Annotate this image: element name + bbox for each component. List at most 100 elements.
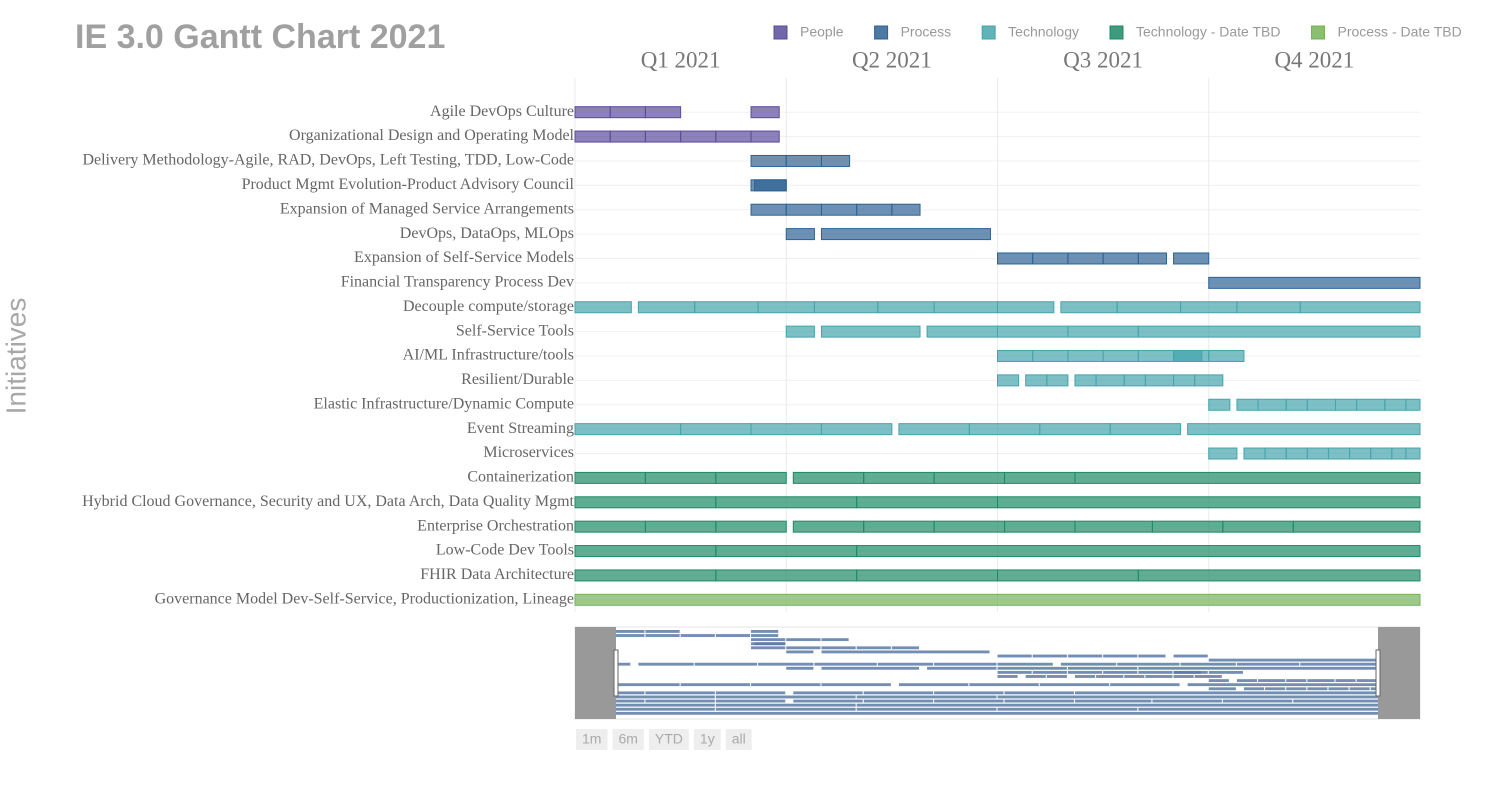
range-button[interactable] <box>648 729 689 750</box>
task-label: Enterprise Orchestration <box>417 517 574 534</box>
range-slider-bar <box>715 699 786 703</box>
range-mask-right <box>1378 627 1420 719</box>
range-button[interactable] <box>612 729 644 750</box>
gantt-bar <box>856 203 893 216</box>
task-label: Governance Model Dev-Self-Service, Produ… <box>155 590 574 607</box>
range-slider-bar <box>969 683 1039 687</box>
gantt-bar <box>750 130 780 143</box>
range-handle-right[interactable] <box>1375 649 1381 697</box>
range-slider-bar <box>1222 699 1293 703</box>
range-slider-bar <box>645 691 715 695</box>
range-slider-bar <box>1046 675 1067 678</box>
gantt-bar <box>750 423 822 436</box>
range-slider-bar <box>1074 691 1419 695</box>
task-label: Delivery Methodology-Agile, RAD, DevOps,… <box>82 152 574 169</box>
range-slider-bar <box>1103 654 1138 658</box>
range-slider-bar <box>1032 654 1067 658</box>
gantt-bar <box>715 520 787 533</box>
range-button[interactable] <box>693 729 721 750</box>
task-label: FHIR Data Architecture <box>420 566 574 583</box>
range-button-label[interactable]: all <box>732 731 746 747</box>
gantt-bar <box>644 471 717 484</box>
range-slider-bar <box>821 666 920 670</box>
gantt-bar <box>1335 398 1358 411</box>
legend-label[interactable]: Technology <box>1008 24 1079 40</box>
gantt-bar <box>574 301 632 314</box>
legend-label[interactable]: Technology - Date TBD <box>1136 24 1280 40</box>
range-button-label[interactable]: 1y <box>700 731 715 747</box>
range-button-label[interactable]: 1m <box>582 731 601 747</box>
range-slider-bar <box>856 695 997 699</box>
gantt-bar <box>1137 252 1168 265</box>
gantt-bar <box>968 423 1041 436</box>
gantt-bar <box>785 203 822 216</box>
range-slider-bar <box>1236 679 1258 683</box>
gantt-bar <box>609 106 646 119</box>
range-button-label[interactable]: 6m <box>618 731 637 747</box>
gantt-bar <box>997 301 1055 314</box>
range-slider-bar <box>1356 679 1384 683</box>
task-label: AI/ML Infrastructure/tools <box>403 347 574 364</box>
range-slider-bar <box>793 691 863 695</box>
gantt-bar <box>1243 447 1266 460</box>
legend-label[interactable]: Process - Date TBD <box>1337 24 1461 40</box>
task-label: Event Streaming <box>467 420 574 437</box>
legend-swatch[interactable] <box>981 25 996 40</box>
range-slider-bar <box>821 638 849 642</box>
x-tick-label: Q2 2021 <box>852 47 932 72</box>
range-slider-bar <box>1124 675 1145 678</box>
gantt-bar <box>1137 325 1421 338</box>
range-slider-bar <box>1138 666 1419 670</box>
gantt-bar <box>1173 252 1210 265</box>
range-button-label[interactable]: YTD <box>655 731 683 747</box>
gantt-bar <box>877 301 935 314</box>
gantt-bar <box>574 545 717 558</box>
gantt-bar <box>1405 447 1421 460</box>
gantt-bar <box>1285 398 1308 411</box>
range-slider-bar <box>1117 662 1180 666</box>
gantt-bar <box>1285 447 1308 460</box>
range-slider-bar <box>997 662 1053 666</box>
gantt-bar <box>1208 398 1231 411</box>
gantt-bar <box>609 130 646 143</box>
gantt-bar <box>1222 520 1294 533</box>
range-slider-bar <box>1187 683 1419 687</box>
gantt-bar <box>574 496 717 509</box>
gantt-bar <box>785 325 815 338</box>
range-slider-bar <box>898 683 969 687</box>
range-slider-bar <box>856 707 997 711</box>
gantt-bar <box>644 106 682 119</box>
range-slider-bar <box>751 630 779 633</box>
gantt-bar <box>757 301 815 314</box>
gantt-bar <box>891 203 921 216</box>
range-button[interactable] <box>725 729 752 750</box>
x-tick-label: Q1 2021 <box>641 47 721 72</box>
range-slider-bar <box>997 666 1067 670</box>
range-slider-bar <box>1067 670 1103 674</box>
gantt-bar <box>680 130 717 143</box>
legend-swatch[interactable] <box>874 25 889 40</box>
task-label: Agile DevOps Culture <box>430 103 574 120</box>
range-slider-bar <box>821 650 990 654</box>
legend-swatch[interactable] <box>1310 25 1325 40</box>
task-label: DevOps, DataOps, MLOps <box>400 225 574 242</box>
range-button[interactable] <box>576 729 608 750</box>
gantt-bar <box>1173 374 1196 387</box>
legend-swatch[interactable] <box>1109 25 1124 40</box>
range-slider-bar <box>793 699 863 703</box>
gantt-bar <box>1208 276 1421 289</box>
range-slider-bar <box>786 646 821 650</box>
gantt-bar <box>1102 350 1139 362</box>
gantt-bar <box>1102 252 1139 265</box>
range-slider-bar <box>1328 687 1349 691</box>
gantt-bar <box>1123 374 1146 387</box>
legend-label[interactable]: Process <box>901 24 952 40</box>
legend-label[interactable]: People <box>800 24 844 40</box>
range-handle-left[interactable] <box>613 649 619 697</box>
range-slider-bar <box>1060 662 1117 666</box>
range-slider-bar <box>877 662 934 666</box>
gantt-bar <box>1067 325 1139 338</box>
range-slider-bar <box>680 634 715 637</box>
legend-swatch[interactable] <box>773 25 788 40</box>
